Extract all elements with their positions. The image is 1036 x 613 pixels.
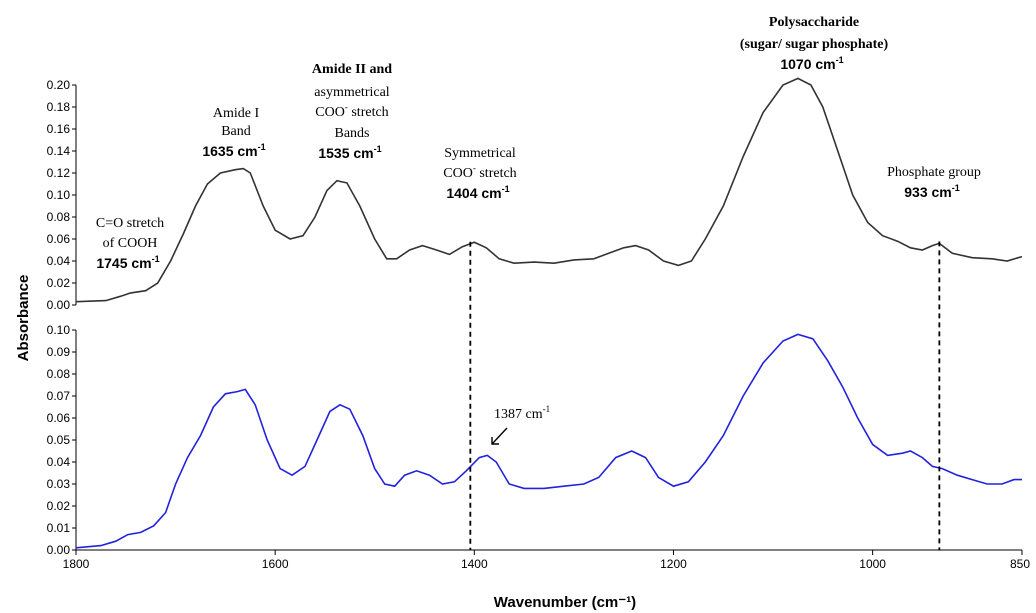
y-tick-label: 0.20: [47, 78, 71, 92]
annotation-1387-peak: 1387 cm-1: [491, 404, 550, 445]
y-tick-label: 0.06: [47, 411, 71, 425]
y-tick-label: 0.18: [47, 100, 71, 114]
y-tick-label: 0.00: [47, 543, 71, 557]
arrow-shaft: [491, 427, 508, 445]
y-tick-label: 0.12: [47, 166, 71, 180]
svg-text:(sugar/ sugar phosphate): (sugar/ sugar phosphate): [740, 37, 889, 52]
top-panel-y-ticks: 0.00 0.02 0.04 0.06 0.08 0.10 0.12 0.14 0.16 0.18…: [47, 78, 76, 312]
y-tick-label: 0.08: [47, 210, 71, 224]
svg-text:1404 cm-1: 1404 cm-1: [446, 184, 509, 201]
arrow-head: [491, 437, 499, 445]
y-tick-label: 0.03: [47, 477, 71, 491]
svg-text:933 cm-1: 933 cm-1: [904, 183, 960, 200]
x-axis-title: Wavenumber (cm⁻¹): [494, 594, 636, 611]
y-tick-label: 0.00: [47, 298, 71, 312]
x-tick-label: 1200: [660, 557, 687, 571]
y-tick-label: 0.14: [47, 144, 71, 158]
svg-text:of COOH: of COOH: [103, 236, 158, 251]
top-spectrum-line: [75, 77, 1023, 303]
annotation-amide1: Amide I Band 1635 cm-1: [202, 106, 265, 159]
svg-text:1635 cm-1: 1635 cm-1: [202, 142, 265, 159]
y-tick-label: 0.10: [47, 188, 71, 202]
svg-text:asymmetrical: asymmetrical: [314, 85, 390, 100]
annotation-phosphate: Phosphate group 933 cm-1: [887, 165, 981, 200]
x-tick-label: 1600: [262, 557, 289, 571]
svg-text:COO- stretch: COO- stretch: [315, 102, 388, 120]
annotation-co-stretch: C=O stretch of COOH 1745 cm-1: [96, 216, 164, 271]
svg-text:Bands: Bands: [335, 126, 370, 141]
svg-text:Polysaccharide: Polysaccharide: [769, 15, 859, 30]
svg-text:Phosphate group: Phosphate group: [887, 165, 981, 180]
y-tick-label: 0.04: [47, 455, 71, 469]
y-axis-title: Absorbance: [15, 275, 32, 362]
svg-text:Symmetrical: Symmetrical: [444, 146, 516, 161]
svg-text:C=O stretch: C=O stretch: [96, 216, 164, 231]
svg-text:1535 cm-1: 1535 cm-1: [318, 144, 381, 161]
svg-text:1745 cm-1: 1745 cm-1: [96, 254, 159, 271]
x-tick-label: 1800: [63, 557, 90, 571]
svg-text:1070 cm-1: 1070 cm-1: [780, 55, 843, 72]
bottom-panel-y-ticks: 0.00 0.01 0.02 0.03 0.04 0.05 0.06 0.07 0.08 0.09…: [47, 323, 76, 557]
svg-text:1387 cm-1: 1387 cm-1: [494, 404, 550, 422]
x-ticks: 1800 1600 1400 1200 1000 850: [63, 550, 1030, 571]
y-tick-label: 0.07: [47, 389, 71, 403]
x-tick-label: 1000: [859, 557, 886, 571]
y-tick-label: 0.10: [47, 323, 71, 337]
y-tick-label: 0.04: [47, 254, 71, 268]
y-tick-label: 0.05: [47, 433, 71, 447]
annotation-amide2: Amide II and asymmetrical COO- stretch B…: [312, 62, 392, 161]
y-tick-label: 0.16: [47, 122, 71, 136]
y-tick-label: 0.06: [47, 232, 71, 246]
x-tick-label: 850: [1010, 557, 1030, 571]
y-tick-label: 0.09: [47, 345, 71, 359]
y-tick-label: 0.02: [47, 499, 71, 513]
y-tick-label: 0.02: [47, 276, 71, 290]
svg-text:Amide II and: Amide II and: [312, 62, 392, 77]
annotation-polysaccharide: Polysaccharide (sugar/ sugar phosphate) …: [740, 15, 889, 72]
x-tick-label: 1400: [461, 557, 488, 571]
annotation-symmetrical: Symmetrical COO- stretch 1404 cm-1: [443, 146, 516, 201]
svg-text:Amide I: Amide I: [213, 106, 260, 121]
y-tick-label: 0.08: [47, 367, 71, 381]
svg-text:Band: Band: [221, 124, 251, 139]
svg-text:COO- stretch: COO- stretch: [443, 163, 516, 181]
y-tick-label: 0.01: [47, 521, 71, 535]
bottom-spectrum-line: [75, 333, 1022, 549]
